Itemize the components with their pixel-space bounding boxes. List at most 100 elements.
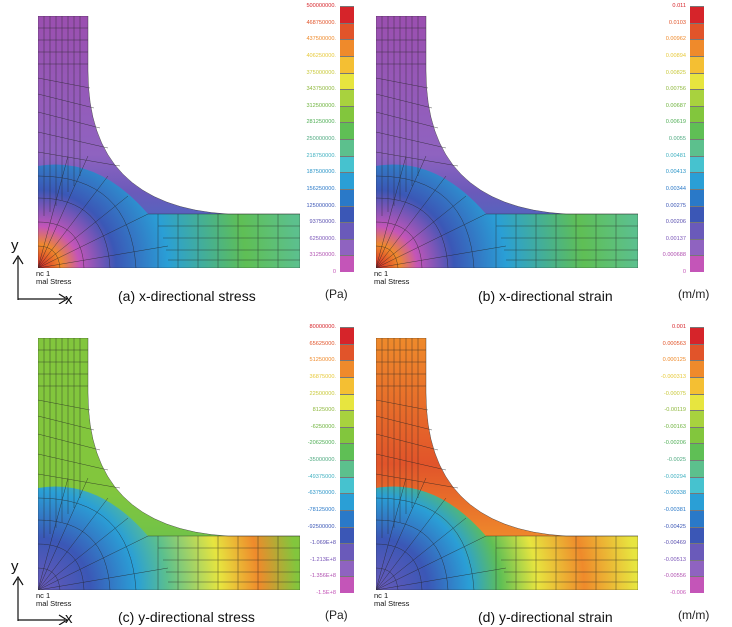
tick-label: 468750000. (306, 19, 336, 26)
tick-label: 0.000125 (662, 357, 686, 364)
tick-label: 0 (682, 269, 686, 275)
tick-label: -0.00119 (664, 407, 686, 414)
axis-x-label: x (65, 610, 73, 627)
tick-label: 65625000. (309, 340, 336, 347)
unit-label: (Pa) (325, 608, 348, 622)
axis-arrows (12, 254, 69, 304)
tick-label: 0.001 (672, 324, 686, 330)
tick-label: 375000000. (306, 69, 336, 76)
legend-line-1: nc 1 (374, 269, 389, 278)
tick-label: -1.5E+8 (316, 590, 336, 596)
unit-label: (Pa) (325, 287, 348, 301)
tick-label: 0 (332, 269, 336, 275)
unit-label: (m/m) (678, 287, 710, 301)
colorbar-a (340, 6, 354, 273)
tick-label: 0.0055 (668, 136, 686, 142)
tick-label: 0.00619 (665, 119, 686, 126)
colorbar-c (340, 327, 354, 594)
caption: (c) y-directional stress (118, 609, 255, 625)
tick-label: 8125000. (312, 407, 336, 414)
axis-y-label: y (11, 558, 19, 575)
colorbar-c-ticks: 80000000. 65625000. 51250000. 36875000. … (270, 324, 336, 596)
tick-label: -0.0025 (667, 457, 686, 463)
tick-label: -1.213E+8 (310, 556, 336, 563)
axis-x-label: x (65, 291, 73, 308)
colorbar-b (690, 6, 704, 273)
caption: (a) x-directional stress (118, 288, 256, 304)
tick-label: 0.000688 (662, 252, 686, 259)
fem-plot-x-stress (38, 16, 300, 268)
tick-label: 36875000. (309, 373, 336, 380)
tick-label: 0.0103 (668, 19, 686, 26)
fem-plot-y-strain (376, 338, 638, 590)
caption: (b) x-directional strain (478, 288, 613, 304)
tick-label: -0.00163 (663, 423, 686, 430)
tick-label: -0.006 (670, 590, 686, 596)
legend-line-2: mal Stress (374, 599, 410, 608)
tick-label: 0.000563 (662, 340, 686, 347)
tick-label: -0.00381 (663, 506, 686, 513)
tick-label: 80000000. (309, 324, 336, 330)
legend-line-1: nc 1 (374, 591, 389, 600)
tick-label: 0.00894 (665, 52, 686, 59)
tick-label: 125000000. (306, 202, 336, 209)
axis-arrows (12, 575, 69, 625)
tick-label: -35000000. (307, 457, 336, 463)
tick-label: -78125000. (307, 506, 336, 513)
tick-label: 31250000. (309, 252, 336, 259)
tick-label: 0.00206 (665, 219, 686, 226)
caption: (d) y-directional strain (478, 609, 613, 625)
axis-y-label: y (11, 237, 19, 254)
tick-label: 0.00481 (665, 152, 686, 159)
tick-label: -1.069E+8 (310, 540, 336, 547)
legend-line-2: mal Stress (36, 599, 72, 608)
fem-plot-y-stress (38, 338, 300, 590)
tick-label: 343750000. (306, 86, 336, 93)
tick-label: 0.00413 (665, 169, 686, 176)
tick-label: -0.00206 (663, 440, 686, 447)
tick-label: 0.011 (672, 3, 686, 9)
tick-label: 0.00756 (665, 86, 686, 93)
tick-label: -0.000313 (660, 373, 686, 380)
tick-label: 0.00137 (665, 235, 686, 242)
tick-label: -6250000. (310, 423, 336, 430)
tick-label: 0.00825 (665, 69, 686, 76)
colorbar-d (690, 327, 704, 594)
tick-label: -20625000. (307, 440, 336, 447)
colorbar-a-ticks: 500000000. 468750000. 437500000. 4062500… (270, 3, 336, 275)
tick-label: -63750000. (307, 490, 336, 497)
tick-label: 93750000. (309, 219, 336, 226)
fem-plot-x-strain (376, 16, 638, 268)
tick-label: -0.00338 (663, 490, 686, 497)
tick-label: 187500000. (306, 169, 336, 176)
legend-line-2: mal Stress (374, 277, 410, 286)
tick-label: 281250000. (306, 119, 336, 126)
tick-label: -0.00513 (663, 556, 686, 563)
tick-label: 250000000. (306, 136, 336, 142)
unit-label: (m/m) (678, 608, 710, 622)
tick-label: 312500000. (306, 102, 336, 109)
tick-label: 0.00344 (665, 185, 686, 192)
tick-label: -0.00469 (663, 540, 686, 547)
tick-label: 156250000. (306, 185, 336, 192)
colorbar-d-ticks: 0.001 0.000563 0.000125 -0.000313 -0.000… (622, 324, 686, 596)
tick-label: 437500000. (306, 36, 336, 43)
tick-label: -92500000. (307, 523, 336, 530)
tick-label: 51250000. (309, 357, 336, 364)
tick-label: 500000000. (306, 3, 336, 9)
tick-label: 0.00275 (665, 202, 686, 209)
legend-line-1: nc 1 (36, 591, 51, 600)
tick-label: 0.00962 (665, 36, 686, 43)
legend-line-1: nc 1 (36, 269, 51, 278)
tick-label: -0.00075 (663, 390, 686, 397)
legend-line-2: mal Stress (36, 277, 72, 286)
tick-label: -0.00425 (663, 523, 686, 530)
tick-label: 62500000. (309, 235, 336, 242)
tick-label: -0.00556 (663, 573, 686, 580)
tick-label: -49375000. (307, 473, 336, 480)
tick-label: 218750000. (306, 152, 336, 159)
tick-label: 22500000. (309, 390, 336, 397)
tick-label: -0.00294 (663, 473, 686, 480)
colorbar-b-ticks: 0.011 0.0103 0.00962 0.00894 0.00825 0.0… (622, 3, 686, 275)
tick-label: -1.356E+8 (310, 573, 336, 580)
